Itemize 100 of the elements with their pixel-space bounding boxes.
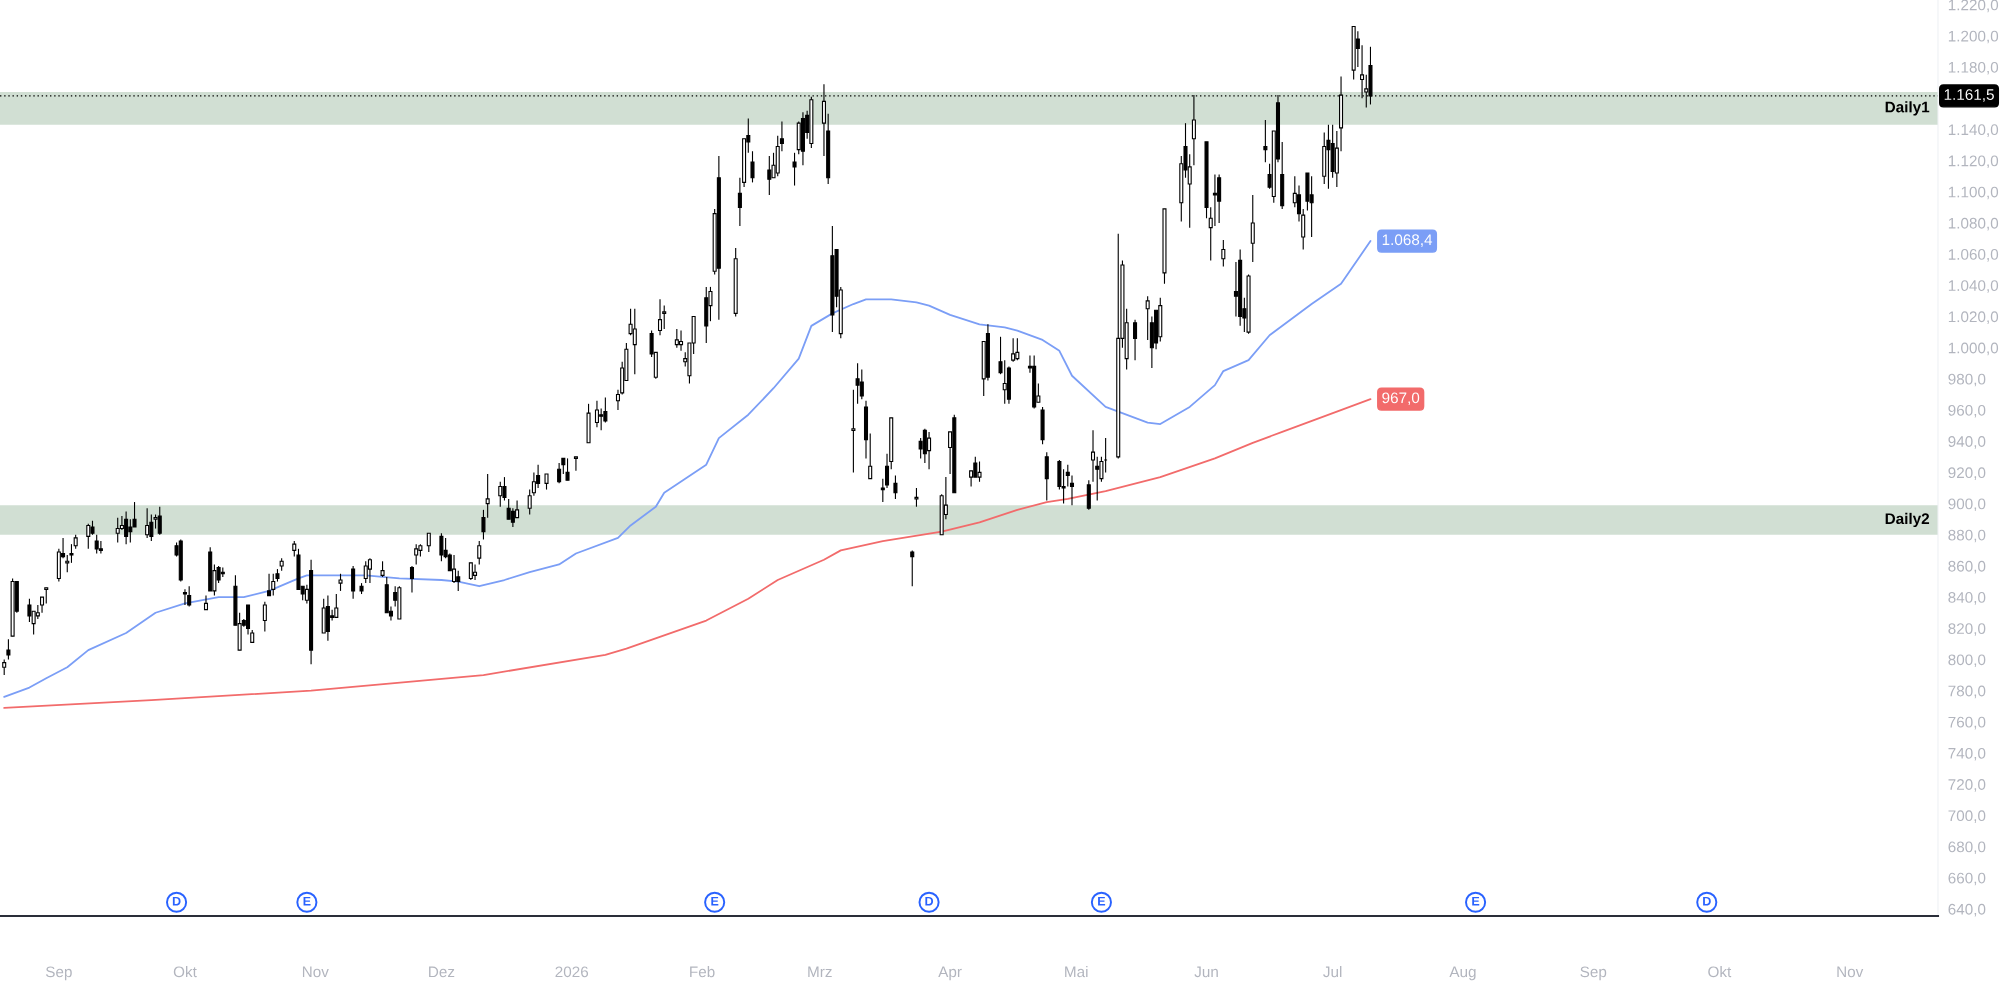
y-tick-label: 740,0 [1948,747,1986,761]
x-tick-label: Sep [1580,966,1607,981]
candlestick [657,298,663,336]
x-tick-label: Mai [1065,966,1088,978]
candlestick [599,407,604,431]
y-tick-label: 1.200,0 [1948,30,1999,44]
candlestick [927,431,932,470]
y-tick-label: 720,0 [1948,779,1986,792]
candlestick [439,532,444,562]
candlestick [1145,295,1150,341]
candlestick [187,585,192,608]
annotation: D [925,896,934,906]
candlestick [557,462,562,484]
candlestick [910,549,915,587]
candlestick [473,563,478,581]
x-tick-label: Okt [173,966,197,978]
y-tick-label: 680,0 [1948,841,1986,855]
candlestick [1090,429,1096,483]
candlestick [792,152,797,187]
candlestick [855,362,860,405]
candlestick [363,560,368,584]
y-tick-label: 1.060,0 [1948,249,1999,262]
x-tick-label: Jun [1194,966,1218,978]
y-tick-label: 660,0 [1948,872,1986,886]
candlestick [973,456,978,478]
y-tick-label: 760,0 [1948,716,1986,730]
x-tick-label: Jul [1323,966,1342,978]
line-series [3,240,1372,698]
candlestick [851,389,856,473]
y-tick-label: 700,0 [1948,810,1986,823]
candlestick [115,517,120,544]
y-tick-label: 840,0 [1948,592,1986,605]
candlestick [632,308,637,375]
annotation: E [711,896,719,906]
candlestick [1002,359,1007,405]
candlestick [565,457,570,481]
candlestick [893,474,898,500]
x-tick-label: Mrz [808,966,832,978]
x-tick-label: Feb [690,966,715,978]
y-tick-label: 860,0 [1948,560,1986,574]
candlestick [767,155,772,196]
annotation: E [1098,896,1106,906]
candlestick [334,593,339,618]
candlestick [6,638,11,661]
candlestick [573,456,578,472]
candlestick [367,557,372,584]
data-label: 1.068,4 [1382,234,1433,247]
candlestick [750,150,755,183]
candlestick [409,565,415,594]
candlestick [868,432,873,480]
y-tick-label: 800,0 [1948,654,1986,668]
candlestick [1263,119,1268,163]
y-tick-label: 1.120,0 [1948,155,1999,169]
candlestick [271,573,276,597]
y-tick-label: 1.140,0 [1948,124,1999,137]
candlestick [674,328,679,349]
y-tick-label: 1.180,0 [1948,61,1999,75]
y-tick-label: 820,0 [1948,623,1986,636]
candlestick [477,540,482,565]
annotation: D [1703,896,1711,906]
x-tick-label: Okt [1708,966,1732,978]
candlestick [124,510,129,545]
candlestick [498,481,503,508]
annotation: D [172,896,181,906]
candlestick [86,523,91,550]
y-tick-label: 1.000,0 [1948,342,1999,356]
y-tick-label: 640,0 [1948,903,1986,917]
candlestick [859,368,864,400]
candlestick [1133,319,1138,361]
y-tick-label: 960,0 [1948,404,1986,418]
x-tick-label: Aug [1449,966,1476,981]
candlestick [1069,474,1075,506]
candlestick [1233,261,1238,318]
candlestick [1015,337,1020,361]
y-tick-label: 1.020,0 [1948,311,1999,324]
x-tick-label: Dez [429,966,455,978]
y-tick-label: 1.040,0 [1948,280,1999,293]
annotation: E [303,896,311,906]
candlestick [914,487,919,508]
candlestick [128,518,133,544]
y-tick-label: 880,0 [1948,529,1986,543]
candlestick [267,573,272,597]
candlestick [262,601,267,633]
candlestick [1086,479,1091,511]
candlestick [94,534,99,555]
band-label: Daily2 [1885,512,1930,528]
y-tick-label: 780,0 [1948,685,1986,699]
candlestick [456,570,461,592]
band-label: Daily1 [1885,101,1930,116]
y-tick-label: 1.100,0 [1948,186,1999,200]
candlestick [1250,194,1255,263]
candlestick [594,400,599,428]
y-tick-label: 980,0 [1948,373,1986,387]
data-label: 967,0 [1382,392,1420,406]
y-tick-label: 920,0 [1948,467,1986,480]
candlestick [1044,451,1049,502]
x-tick-label: Apr [938,966,962,981]
candlestick [977,460,982,483]
candlestick [1309,175,1314,238]
candlestick [679,329,684,352]
